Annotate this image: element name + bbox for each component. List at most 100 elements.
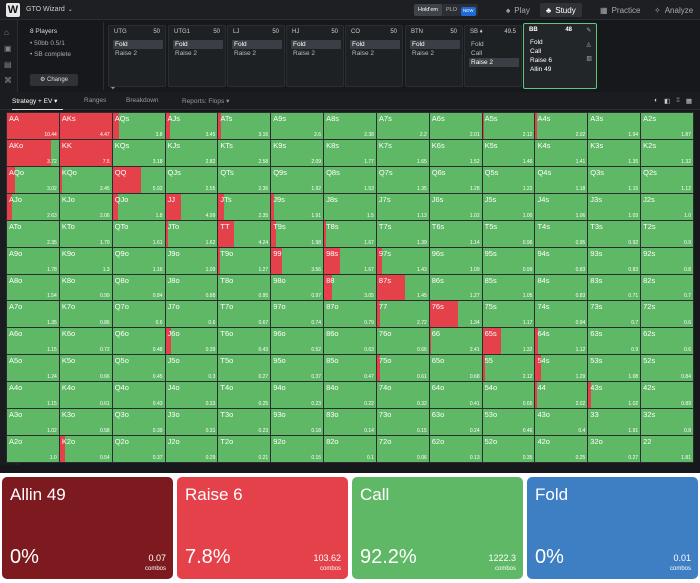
hand-cell[interactable]: J2s 1.0 bbox=[641, 193, 693, 220]
hand-cell[interactable]: T5s 0.96 bbox=[482, 220, 535, 247]
hand-cell[interactable]: 82s 0.7 bbox=[641, 274, 693, 301]
hand-cell[interactable]: J7o 0.6 bbox=[165, 301, 218, 328]
hand-cell[interactable]: T5o 0.27 bbox=[218, 355, 271, 382]
nav-analyze[interactable]: ✧ Analyze bbox=[648, 3, 699, 17]
hand-cell[interactable]: Q6s 1.28 bbox=[429, 166, 482, 193]
hand-cell[interactable]: T7s 1.39 bbox=[376, 220, 429, 247]
action-fold[interactable]: Fold bbox=[350, 40, 400, 49]
hand-cell[interactable]: T9o 1.27 bbox=[218, 247, 271, 274]
hand-cell[interactable]: 42s 0.89 bbox=[641, 382, 693, 409]
hand-cell[interactable]: K3s 1.35 bbox=[588, 139, 641, 166]
action-raise[interactable]: Raise 6 bbox=[530, 57, 553, 64]
hand-cell[interactable]: 87s 1.45 bbox=[376, 274, 429, 301]
hand-cell[interactable]: AQo 3.02 bbox=[7, 166, 59, 193]
hand-cell[interactable]: T6o 0.43 bbox=[218, 328, 271, 355]
position-hj[interactable]: HJ 50 Fold Raise 2 bbox=[286, 25, 344, 87]
action-raise[interactable]: Raise 2 bbox=[234, 50, 257, 57]
hand-cell[interactable]: T9s 1.98 bbox=[271, 220, 324, 247]
hand-cell[interactable]: JTs 2.35 bbox=[218, 193, 271, 220]
hand-cell[interactable]: T7o 0.67 bbox=[218, 301, 271, 328]
action-fold[interactable]: Fold bbox=[173, 40, 223, 49]
hand-cell[interactable]: K3o 0.58 bbox=[59, 409, 112, 436]
hand-cell[interactable]: 94o 0.23 bbox=[271, 382, 324, 409]
hand-cell[interactable]: J3s 1.03 bbox=[588, 193, 641, 220]
position-lj[interactable]: LJ 50 Fold Raise 2 bbox=[227, 25, 285, 87]
hand-cell[interactable]: 65o 0.68 bbox=[429, 355, 482, 382]
hand-cell[interactable]: AKo 3.72 bbox=[7, 139, 59, 166]
hand-cell[interactable]: KTs 2.58 bbox=[218, 139, 271, 166]
hand-cell[interactable]: 98s 1.67 bbox=[324, 247, 376, 274]
hand-cell[interactable]: 42o 0.25 bbox=[535, 436, 588, 462]
action-raise[interactable]: Raise 2 bbox=[469, 58, 519, 67]
hand-cell[interactable]: QQ 5.92 bbox=[112, 166, 165, 193]
hand-cell[interactable]: A8o 1.54 bbox=[7, 274, 59, 301]
hand-cell[interactable]: TT 4.24 bbox=[218, 220, 271, 247]
hand-cell[interactable]: JTo 1.62 bbox=[165, 220, 218, 247]
hand-cell[interactable]: T8o 0.95 bbox=[218, 274, 271, 301]
hand-cell[interactable]: 83s 0.71 bbox=[588, 274, 641, 301]
hand-cell[interactable]: J5s 1.00 bbox=[482, 193, 535, 220]
summary-allin[interactable]: Allin 49 0% 0.07 combos bbox=[2, 477, 173, 579]
hand-cell[interactable]: 44 2.02 bbox=[535, 382, 588, 409]
hand-cell[interactable]: 32s 0.8 bbox=[641, 409, 693, 436]
hand-cell[interactable]: 32o 0.27 bbox=[588, 436, 641, 462]
hand-cell[interactable]: 33 1.91 bbox=[588, 409, 641, 436]
hand-cell[interactable]: 86o 0.63 bbox=[324, 328, 376, 355]
hand-cell[interactable]: 73s 0.7 bbox=[588, 301, 641, 328]
hand-cell[interactable]: 85s 1.05 bbox=[482, 274, 535, 301]
plo-option[interactable]: PLO bbox=[446, 7, 458, 13]
hand-cell[interactable]: Q3o 0.39 bbox=[112, 409, 165, 436]
hand-cell[interactable]: Q6o 0.48 bbox=[112, 328, 165, 355]
hand-cell[interactable]: K7o 0.86 bbox=[59, 301, 112, 328]
split-view-icon[interactable]: ◧ bbox=[664, 98, 671, 105]
hand-cell[interactable]: 94s 0.83 bbox=[535, 247, 588, 274]
action-fold[interactable]: Fold bbox=[410, 40, 460, 49]
position-bb-current[interactable]: BB 48 Fold Call Raise 6 Allin 49 ✎ ◬ ▥ bbox=[523, 23, 597, 89]
holdem-option[interactable]: Hold'em bbox=[414, 4, 443, 16]
position-utg[interactable]: UTG 50 Fold Raise 2 bbox=[108, 25, 166, 87]
hand-cell[interactable]: T3s 0.92 bbox=[588, 220, 641, 247]
hand-cell[interactable]: 99 3.56 bbox=[271, 247, 324, 274]
hand-cell[interactable]: 92o 0.15 bbox=[271, 436, 324, 462]
hand-cell[interactable]: A5o 1.24 bbox=[7, 355, 59, 382]
hand-cell[interactable]: 82o 0.1 bbox=[324, 436, 376, 462]
hand-cell[interactable]: J7s 1.13 bbox=[376, 193, 429, 220]
hand-cell[interactable]: 43o 0.4 bbox=[535, 409, 588, 436]
hand-cell[interactable]: 53s 1.08 bbox=[588, 355, 641, 382]
hand-cell[interactable]: J4s 1.06 bbox=[535, 193, 588, 220]
hand-cell[interactable]: AQs 3.8 bbox=[112, 113, 165, 139]
hand-cell[interactable]: J5o 0.3 bbox=[165, 355, 218, 382]
action-raise[interactable]: Raise 2 bbox=[352, 50, 375, 57]
hand-cell[interactable]: A6s 2.01 bbox=[429, 113, 482, 139]
hand-cell[interactable]: K9s 2.09 bbox=[271, 139, 324, 166]
hand-cell[interactable]: 75s 1.17 bbox=[482, 301, 535, 328]
action-raise[interactable]: Raise 2 bbox=[412, 50, 435, 57]
action-fold[interactable]: Fold bbox=[530, 39, 543, 46]
action-fold[interactable]: Fold bbox=[113, 40, 163, 49]
tab-ranges[interactable]: Ranges bbox=[84, 97, 107, 104]
hand-cell[interactable]: ATo 2.35 bbox=[7, 220, 59, 247]
summary-fold[interactable]: Fold 0% 0.01 combos bbox=[527, 477, 698, 579]
hand-cell[interactable]: KQo 2.45 bbox=[59, 166, 112, 193]
hand-cell[interactable]: 95o 0.37 bbox=[271, 355, 324, 382]
hand-cell[interactable]: J2o 0.29 bbox=[165, 436, 218, 462]
hand-cell[interactable]: 95s 0.99 bbox=[482, 247, 535, 274]
action-raise[interactable]: Raise 2 bbox=[175, 50, 198, 57]
hand-cell[interactable]: A3o 1.02 bbox=[7, 409, 59, 436]
hand-cell[interactable]: K6s 1.52 bbox=[429, 139, 482, 166]
hand-cell[interactable]: ATs 3.16 bbox=[218, 113, 271, 139]
hand-cell[interactable]: T4s 0.95 bbox=[535, 220, 588, 247]
hand-cell[interactable]: Q5s 1.22 bbox=[482, 166, 535, 193]
hand-cell[interactable]: 65s 1.32 bbox=[482, 328, 535, 355]
save-icon[interactable]: ▣ bbox=[4, 44, 12, 53]
hand-cell[interactable]: K9o 1.3 bbox=[59, 247, 112, 274]
hand-cell[interactable]: Q7s 1.35 bbox=[376, 166, 429, 193]
hand-cell[interactable]: T2o 0.21 bbox=[218, 436, 271, 462]
hand-cell[interactable]: 64o 0.41 bbox=[429, 382, 482, 409]
hand-cell[interactable]: 72o 0.06 bbox=[376, 436, 429, 462]
hand-cell[interactable]: J6s 1.02 bbox=[429, 193, 482, 220]
hand-cell[interactable]: 87o 0.79 bbox=[324, 301, 376, 328]
settings-icon[interactable]: ✦ bbox=[110, 85, 116, 92]
hand-cell[interactable]: KK 7.5 bbox=[59, 139, 112, 166]
summary-raise[interactable]: Raise 6 7.8% 103.62 combos bbox=[177, 477, 348, 579]
